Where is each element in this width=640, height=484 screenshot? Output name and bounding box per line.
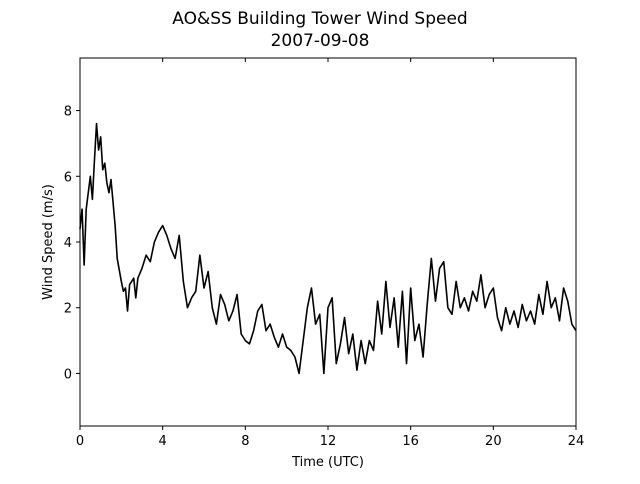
- data-line: [79, 122, 577, 375]
- y-tick-label: 4: [64, 236, 72, 251]
- plot-frame: [79, 57, 577, 427]
- x-tick-label: 16: [402, 434, 419, 449]
- x-tick-label: 8: [241, 434, 249, 449]
- y-axis-label: Wind Speed (m/s): [41, 184, 56, 300]
- x-tick-label: 4: [159, 434, 167, 449]
- y-tick-label: 2: [64, 302, 72, 317]
- chart-subtitle: 2007-09-08: [271, 31, 370, 51]
- x-tick-label: 24: [568, 434, 585, 449]
- x-tick-label: 0: [76, 434, 84, 449]
- x-tick-label: 20: [485, 434, 502, 449]
- y-tick-label: 6: [64, 170, 72, 185]
- x-tick-label: 12: [320, 434, 337, 449]
- x-axis-label: Time (UTC): [291, 455, 364, 470]
- chart-title: AO&SS Building Tower Wind Speed: [172, 9, 467, 29]
- y-tick-label: 8: [64, 105, 72, 120]
- y-tick-label: 0: [64, 367, 72, 382]
